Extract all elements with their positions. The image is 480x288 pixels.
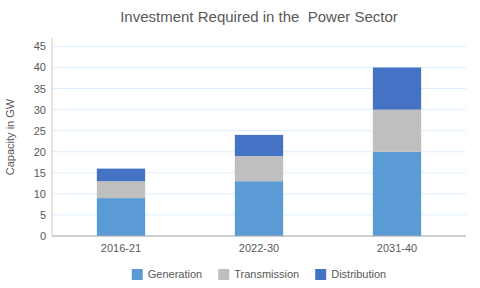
y-tick-label: 25 — [34, 125, 46, 137]
y-tick-label: 35 — [34, 83, 46, 95]
bar-segment — [97, 181, 145, 198]
chart: Investment Required in the Power Sector C… — [0, 0, 480, 288]
x-tick-label: 2022-30 — [239, 242, 279, 254]
y-tick-label: 0 — [40, 230, 46, 242]
legend-item: Transmission — [218, 268, 299, 280]
title: Investment Required in the Power Sector — [120, 8, 398, 25]
grid-line — [52, 46, 466, 47]
legend-swatch — [218, 269, 229, 280]
legend-item: Generation — [132, 268, 202, 280]
legend-label: Transmission — [234, 268, 299, 280]
grid — [52, 46, 466, 236]
bar-segment — [373, 67, 421, 109]
y-tick-label: 20 — [34, 146, 46, 158]
bars — [97, 67, 421, 236]
bar-segment — [373, 110, 421, 152]
bar-segment — [373, 152, 421, 236]
y-axis-label: Capacity in GW — [4, 98, 16, 175]
y-axis-line — [52, 38, 53, 236]
x-axis-line — [52, 236, 466, 237]
legend-item: Distribution — [315, 268, 386, 280]
bar-segment — [97, 198, 145, 236]
bar-segment — [235, 135, 283, 156]
y-tick-label: 40 — [34, 61, 46, 73]
legend-label: Distribution — [331, 268, 386, 280]
y-tick-label: 45 — [34, 40, 46, 52]
bar-segment — [97, 169, 145, 182]
legend: Generation Transmission Distribution — [132, 268, 386, 280]
bar-segment — [235, 181, 283, 236]
grid-line — [52, 236, 466, 237]
legend-swatch — [132, 269, 143, 280]
x-tick-label: 2016-21 — [101, 242, 141, 254]
x-tick-label: 2031-40 — [377, 242, 417, 254]
bar-segment — [235, 156, 283, 181]
y-tick-label: 30 — [34, 104, 46, 116]
y-tick-label: 5 — [40, 209, 46, 221]
legend-swatch — [315, 269, 326, 280]
legend-label: Generation — [148, 268, 202, 280]
y-tick-label: 15 — [34, 167, 46, 179]
y-tick-label: 10 — [34, 188, 46, 200]
